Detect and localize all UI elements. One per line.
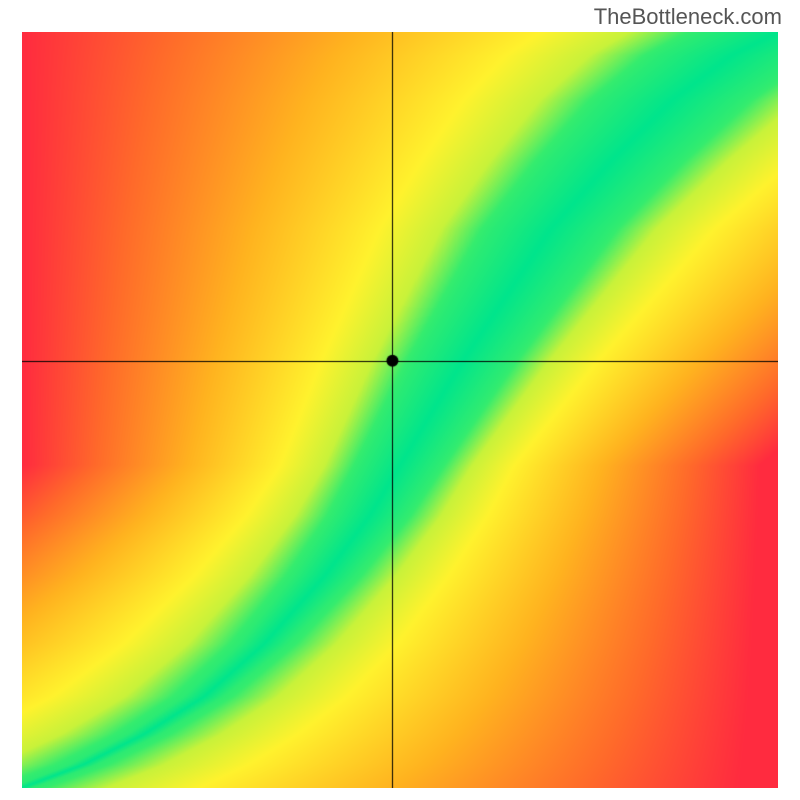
chart-container: TheBottleneck.com: [0, 0, 800, 800]
watermark-text: TheBottleneck.com: [594, 4, 782, 30]
heatmap-canvas: [22, 32, 778, 788]
heatmap-plot: [22, 32, 778, 788]
